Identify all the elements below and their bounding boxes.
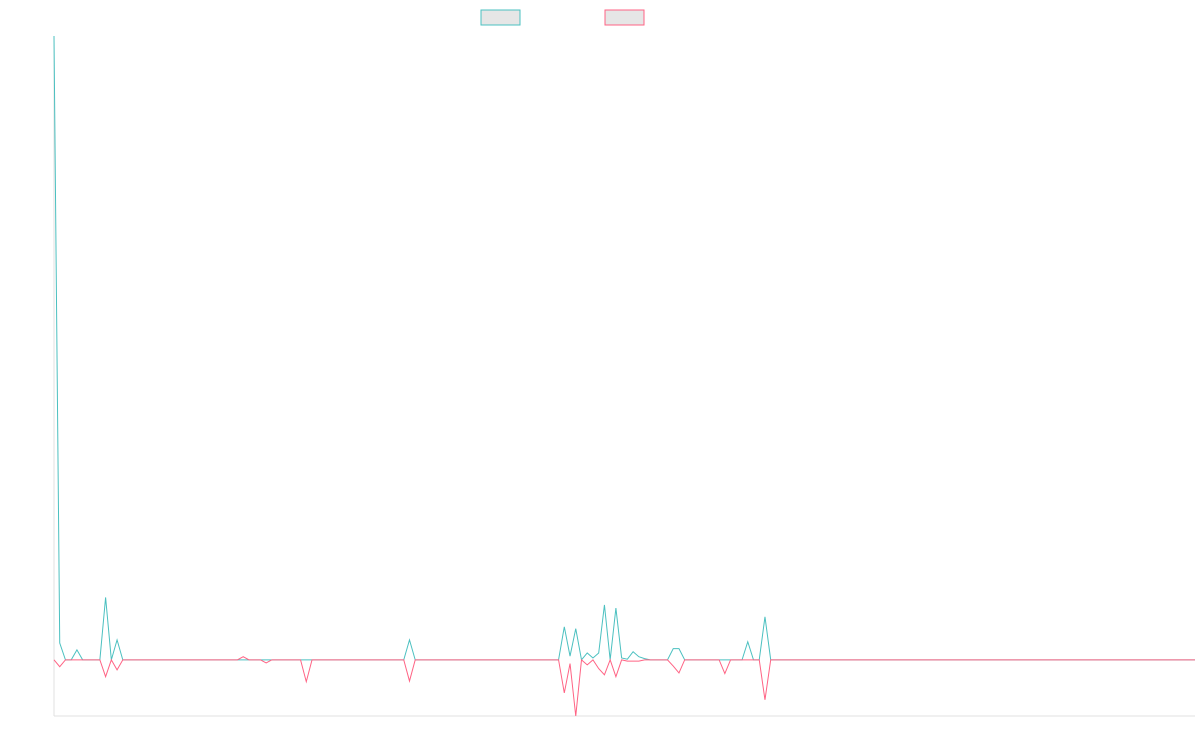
series-line: [53, 656, 1195, 717]
legend-swatch: [480, 9, 521, 26]
legend-swatch: [604, 9, 645, 26]
series-line: [53, 35, 1195, 661]
